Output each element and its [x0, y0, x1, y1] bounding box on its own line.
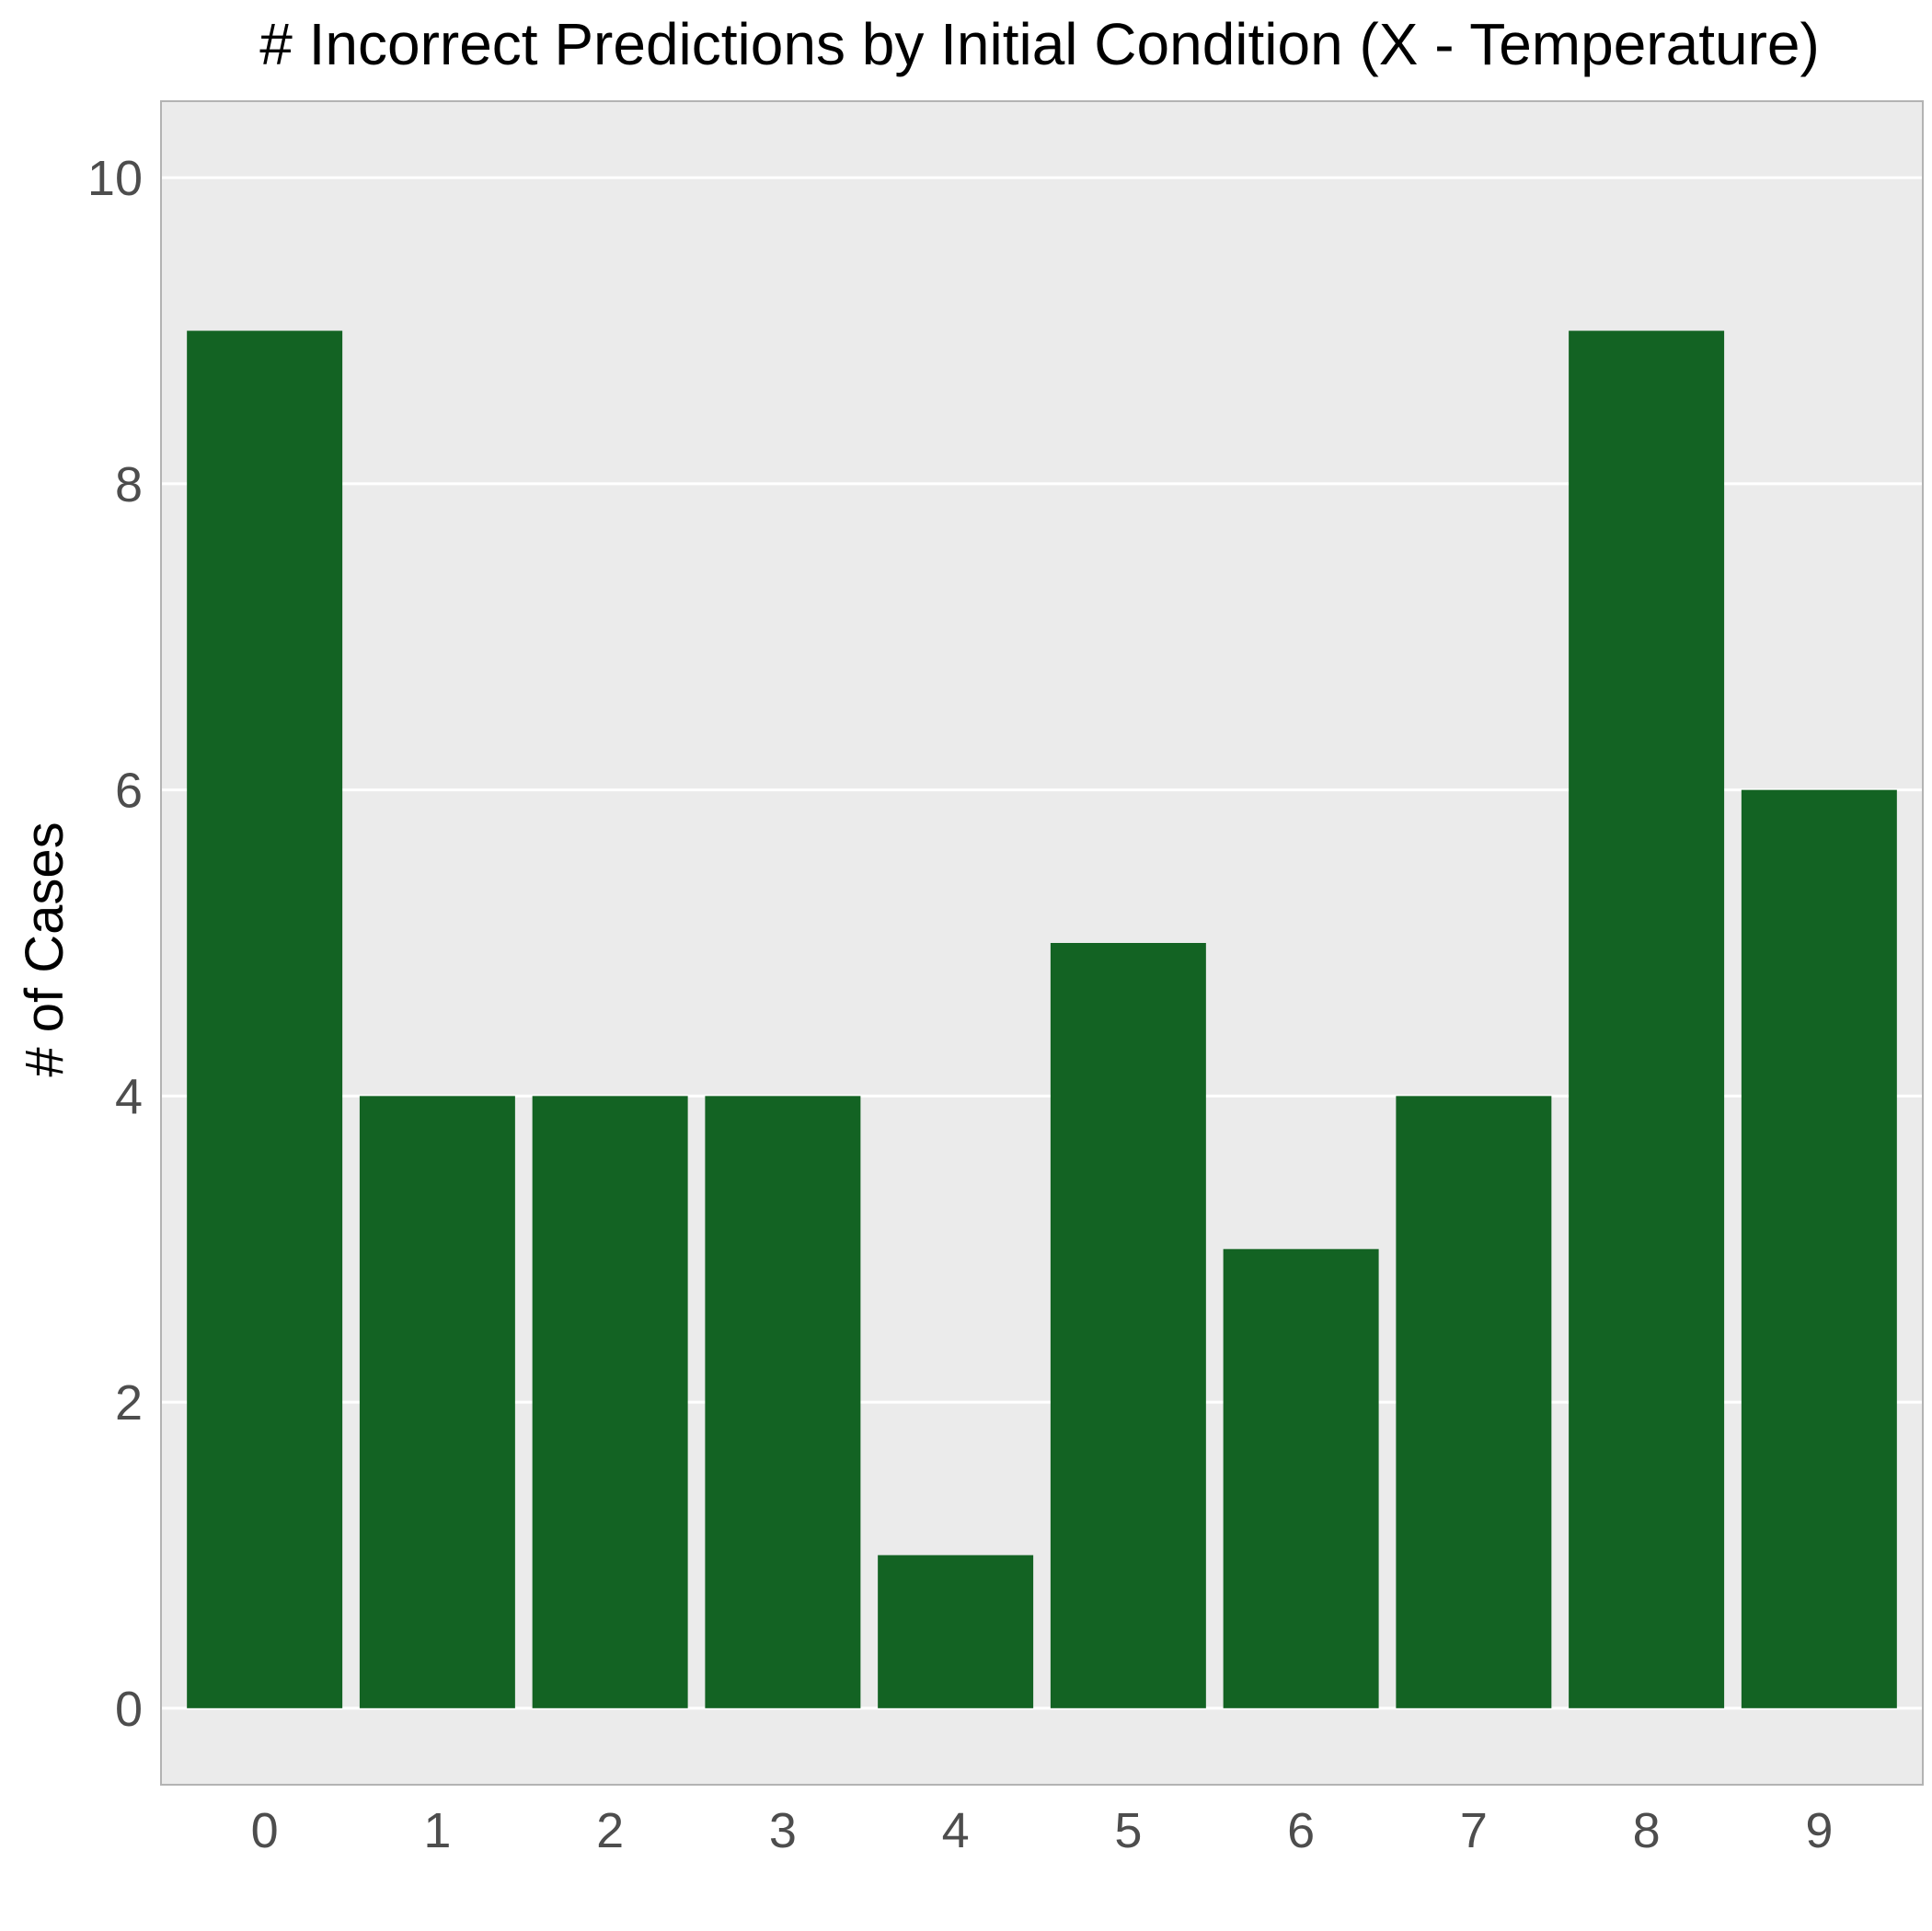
y-tick-label-8: 8 — [115, 457, 143, 512]
x-tick-label-7: 7 — [1460, 1803, 1488, 1858]
x-tick-label-5: 5 — [1114, 1803, 1142, 1858]
bars — [187, 330, 1897, 1708]
x-tick-label-0: 0 — [251, 1803, 279, 1858]
y-axis-ticks: 0 2 4 6 8 10 — [87, 151, 143, 1737]
x-tick-label-9: 9 — [1805, 1803, 1833, 1858]
bar-9 — [1741, 789, 1897, 1708]
y-axis-title: # of Cases — [15, 822, 75, 1076]
x-tick-label-6: 6 — [1287, 1803, 1315, 1858]
bar-2 — [532, 1096, 688, 1708]
bar-3 — [705, 1096, 861, 1708]
y-tick-label-4: 4 — [115, 1069, 143, 1124]
bar-6 — [1223, 1248, 1379, 1708]
x-tick-label-2: 2 — [596, 1803, 624, 1858]
x-tick-label-1: 1 — [423, 1803, 451, 1858]
bar-0 — [187, 330, 343, 1708]
x-tick-label-4: 4 — [942, 1803, 970, 1858]
bar-8 — [1569, 330, 1725, 1708]
bar-7 — [1396, 1096, 1552, 1708]
chart-title: # Incorrect Predictions by Initial Condi… — [259, 11, 1820, 77]
x-tick-label-3: 3 — [769, 1803, 797, 1858]
bar-4 — [878, 1555, 1034, 1708]
x-tick-label-8: 8 — [1633, 1803, 1661, 1858]
y-tick-label-10: 10 — [87, 151, 143, 206]
y-tick-label-0: 0 — [115, 1682, 143, 1737]
x-axis-ticks: 0 1 2 3 4 5 6 7 8 9 — [251, 1803, 1834, 1858]
y-tick-label-2: 2 — [115, 1375, 143, 1431]
bar-5 — [1050, 943, 1206, 1708]
y-tick-label-6: 6 — [115, 764, 143, 819]
bar-1 — [359, 1096, 515, 1708]
